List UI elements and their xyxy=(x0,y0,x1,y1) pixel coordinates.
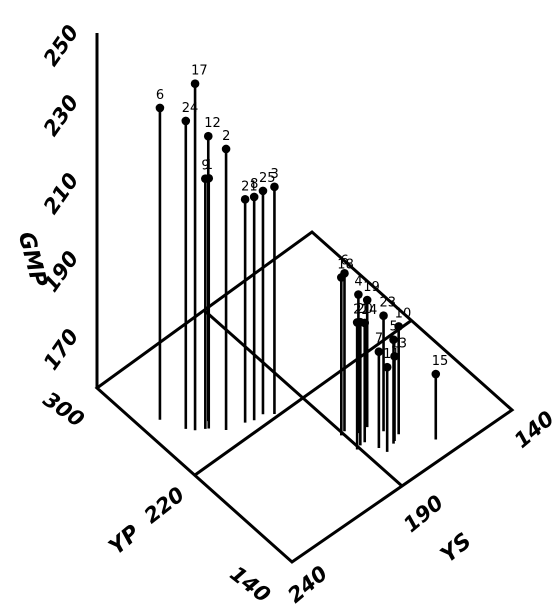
point-label: 25 xyxy=(259,171,276,186)
point-label: 3 xyxy=(270,167,278,182)
point-label: 19 xyxy=(363,280,380,295)
point-label: 5 xyxy=(390,320,398,335)
point-marker xyxy=(431,369,441,379)
point-label: 2 xyxy=(222,129,230,144)
point-label: 6 xyxy=(156,88,164,103)
point-marker xyxy=(221,144,231,154)
point-marker xyxy=(354,290,363,299)
point-label: 4 xyxy=(354,275,362,290)
ys-tick-labels: 240 190 140 xyxy=(283,406,555,605)
point-marker xyxy=(374,347,384,357)
floor-grid-line-ys xyxy=(204,309,403,488)
point-marker xyxy=(201,174,210,183)
point-marker xyxy=(352,318,362,327)
point-label: 8 xyxy=(250,177,258,192)
point-label: 23 xyxy=(380,296,397,311)
point-label: 9 xyxy=(201,159,209,174)
floor-outline xyxy=(94,230,515,564)
point-marker xyxy=(258,186,268,196)
point-marker xyxy=(337,273,346,282)
point-label: 22 xyxy=(353,302,370,317)
gmp-tick-label: 210 xyxy=(39,169,84,219)
point-marker xyxy=(155,103,165,113)
point-label: 20 xyxy=(356,302,373,317)
gmp-axis-label: GMP xyxy=(13,229,52,290)
ys-axis-label: YS xyxy=(436,529,476,569)
point-marker xyxy=(203,131,213,141)
point-marker xyxy=(394,322,403,331)
point-marker xyxy=(362,295,372,305)
point-marker xyxy=(270,182,279,192)
point-label: 21 xyxy=(241,179,258,194)
point-marker xyxy=(379,311,388,321)
ys-tick-label: 190 xyxy=(399,490,448,537)
point-label: 7 xyxy=(375,332,383,347)
point-label: 10 xyxy=(395,306,412,321)
point-label: 11 xyxy=(383,347,400,362)
gmp-tick-label: 170 xyxy=(39,325,84,375)
ys-tick-label: 140 xyxy=(510,406,555,453)
point-marker xyxy=(240,195,250,204)
floor-grid xyxy=(94,33,515,564)
point-marker xyxy=(249,192,259,202)
yp-tick-label: 300 xyxy=(39,387,89,432)
gmp-tick-label: 250 xyxy=(39,21,84,71)
yp-axis-label: YP xyxy=(104,521,145,561)
point-label: 15 xyxy=(432,354,449,369)
point-marker xyxy=(190,79,200,89)
yp-tick-labels: 300 220 140 xyxy=(39,387,275,605)
point-label: 14 xyxy=(361,303,378,318)
point-marker xyxy=(389,335,398,344)
point-label: 1 xyxy=(205,158,213,173)
yp-tick-label: 140 xyxy=(225,561,274,605)
ys-tick-label: 240 xyxy=(283,561,332,605)
point-label: 17 xyxy=(191,64,208,79)
point-label: 6 xyxy=(340,253,348,268)
point-label: 18 xyxy=(337,257,354,272)
point-marker xyxy=(382,362,392,372)
gmp-tick-label: 230 xyxy=(39,91,84,141)
yp-tick-label: 220 xyxy=(140,482,189,528)
point-label: 12 xyxy=(204,116,221,131)
gmp-tick-labels: 170 190 210 230 250 xyxy=(39,21,84,375)
point-marker xyxy=(181,116,191,126)
